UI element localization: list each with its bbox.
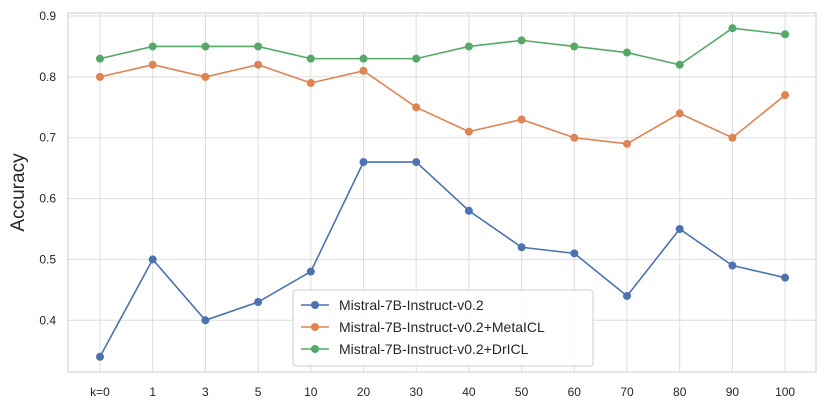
data-point	[359, 158, 368, 167]
data-point	[254, 298, 263, 307]
data-point	[201, 42, 210, 51]
data-point	[359, 54, 368, 63]
legend-swatch-marker	[311, 323, 319, 331]
data-point	[254, 60, 263, 69]
x-tick-label: 30	[410, 385, 424, 399]
data-point	[148, 255, 157, 264]
legend-item: Mistral-7B-Instruct-v0.2+MetaICL	[301, 319, 545, 335]
data-point	[781, 273, 790, 282]
legend-box	[292, 289, 594, 367]
data-point	[96, 352, 104, 361]
y-tick-label: 0.6	[39, 192, 56, 206]
series-2	[96, 60, 790, 148]
data-point	[570, 249, 579, 258]
data-point	[96, 72, 104, 81]
x-tick-label: k=0	[90, 385, 110, 399]
data-point	[623, 48, 631, 57]
legend-swatch-marker	[311, 301, 319, 309]
series-1	[96, 158, 790, 361]
legend-label: Mistral-7B-Instruct-v0.2	[339, 297, 484, 313]
x-axis-ticks: k=0 1 3 5 10 20 30 40 50 60 70 80 90 100	[90, 385, 795, 399]
data-point	[148, 42, 157, 51]
data-point	[781, 30, 790, 39]
data-point	[517, 243, 526, 252]
data-point	[464, 206, 473, 215]
data-point	[675, 60, 684, 69]
y-tick-label: 0.4	[39, 313, 56, 327]
data-point	[728, 133, 737, 142]
x-tick-label: 1	[149, 385, 156, 399]
y-tick-label: 0.7	[39, 131, 56, 145]
data-point	[623, 139, 631, 148]
legend: Mistral-7B-Instruct-v0.2 Mistral-7B-Instr…	[292, 289, 594, 367]
data-point	[306, 267, 315, 276]
data-point	[359, 66, 368, 75]
x-tick-label: 70	[620, 385, 634, 399]
data-point	[201, 316, 210, 325]
x-tick-label: 50	[515, 385, 529, 399]
x-tick-label: 90	[726, 385, 740, 399]
x-tick-label: 3	[202, 385, 209, 399]
y-tick-label: 0.5	[39, 252, 56, 266]
data-point	[464, 42, 473, 51]
legend-item: Mistral-7B-Instruct-v0.2	[301, 297, 484, 313]
data-point	[728, 24, 737, 33]
data-point	[412, 158, 421, 167]
data-point	[464, 127, 473, 136]
x-tick-label: 10	[304, 385, 318, 399]
series-line	[99, 27, 786, 66]
x-tick-label: 5	[255, 385, 262, 399]
legend-swatch-marker	[311, 345, 319, 353]
series-line	[99, 161, 786, 358]
y-tick-label: 0.9	[39, 9, 56, 23]
data-point	[412, 103, 421, 112]
data-point	[148, 60, 157, 69]
data-point	[675, 109, 684, 118]
y-axis-ticks: 0.4 0.5 0.6 0.7 0.8 0.9	[39, 9, 56, 327]
x-tick-label: 40	[462, 385, 476, 399]
data-point	[254, 42, 263, 51]
data-point	[412, 54, 421, 63]
data-point	[728, 261, 737, 270]
legend-item: Mistral-7B-Instruct-v0.2+DrICL	[301, 341, 529, 357]
x-tick-label: 100	[775, 385, 795, 399]
data-point	[781, 91, 790, 100]
data-point	[570, 133, 579, 142]
data-point	[517, 36, 526, 45]
legend-label: Mistral-7B-Instruct-v0.2+DrICL	[339, 341, 529, 357]
y-tick-label: 0.8	[39, 70, 56, 84]
legend-label: Mistral-7B-Instruct-v0.2+MetaICL	[339, 319, 545, 335]
y-axis-title: Accuracy	[8, 153, 29, 232]
data-point	[96, 54, 104, 63]
data-point	[570, 42, 579, 51]
data-point	[623, 291, 631, 300]
series-layer	[96, 24, 790, 361]
data-point	[201, 72, 210, 81]
data-point	[675, 225, 684, 234]
plot-frame	[67, 12, 817, 373]
data-point	[306, 54, 315, 63]
x-tick-label: 60	[568, 385, 582, 399]
series-3	[96, 24, 790, 69]
data-point	[517, 115, 526, 124]
x-tick-label: 20	[357, 385, 371, 399]
series-line	[99, 63, 786, 145]
x-tick-label: 80	[673, 385, 687, 399]
data-point	[306, 78, 315, 87]
